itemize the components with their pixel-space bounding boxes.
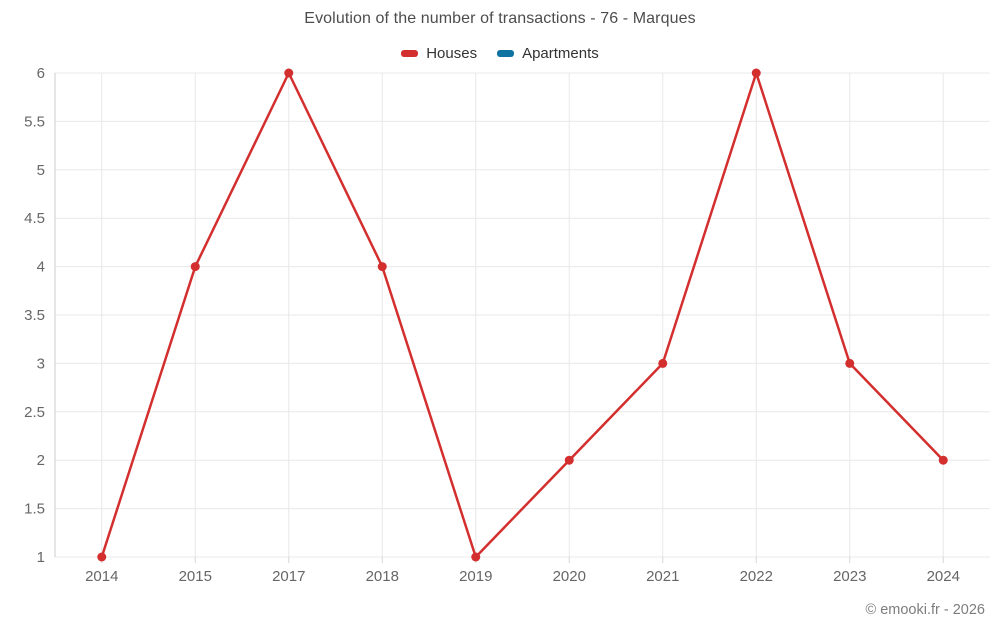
- legend: Houses Apartments: [0, 45, 1000, 62]
- data-point-houses[interactable]: [751, 68, 761, 78]
- y-axis-tick-label: 1.5: [24, 501, 45, 518]
- legend-label-apartments: Apartments: [522, 45, 599, 62]
- data-point-houses[interactable]: [938, 455, 948, 465]
- y-axis-tick-label: 1: [37, 549, 45, 566]
- x-axis-tick-label: 2024: [927, 568, 960, 585]
- data-point-houses[interactable]: [471, 552, 481, 562]
- x-axis-tick-label: 2020: [553, 568, 586, 585]
- x-axis-tick-label: 2018: [366, 568, 399, 585]
- data-point-houses[interactable]: [377, 262, 387, 272]
- x-axis-tick-label: 2022: [740, 568, 773, 585]
- y-axis-tick-label: 4.5: [24, 210, 45, 227]
- data-point-houses[interactable]: [190, 262, 200, 272]
- copyright-text: © emooki.fr - 2026: [865, 602, 985, 618]
- y-axis-tick-label: 2.5: [24, 404, 45, 421]
- y-axis-tick-label: 3.5: [24, 307, 45, 324]
- series-line-houses: [100, 71, 945, 559]
- y-axis-tick-label: 4: [37, 259, 45, 276]
- houses-swatch-icon: [401, 50, 419, 57]
- y-axis-tick-label: 2: [37, 452, 45, 469]
- legend-label-houses: Houses: [426, 45, 478, 62]
- x-axis-tick-label: 2014: [85, 568, 118, 585]
- data-point-houses[interactable]: [845, 358, 855, 368]
- y-axis-tick-label: 6: [37, 65, 45, 82]
- x-axis-tick-label: 2019: [459, 568, 492, 585]
- x-axis-tick-label: 2021: [646, 568, 679, 585]
- legend-item-houses[interactable]: Houses: [401, 45, 477, 62]
- y-axis-tick-label: 3: [37, 355, 45, 372]
- chart-title: Evolution of the number of transactions …: [304, 10, 696, 27]
- x-axis-tick-label: 2015: [179, 568, 212, 585]
- legend-item-apartments[interactable]: Apartments: [497, 45, 599, 62]
- y-axis-tick-label: 5.5: [24, 113, 45, 130]
- x-axis-tick-label: 2023: [833, 568, 866, 585]
- data-point-houses[interactable]: [284, 68, 294, 78]
- data-point-houses[interactable]: [564, 455, 574, 465]
- data-point-houses[interactable]: [97, 552, 107, 562]
- x-axis-tick-label: 2017: [272, 568, 305, 585]
- y-axis-tick-label: 5: [37, 162, 45, 179]
- apartments-swatch-icon: [497, 50, 515, 57]
- data-point-houses[interactable]: [658, 358, 668, 368]
